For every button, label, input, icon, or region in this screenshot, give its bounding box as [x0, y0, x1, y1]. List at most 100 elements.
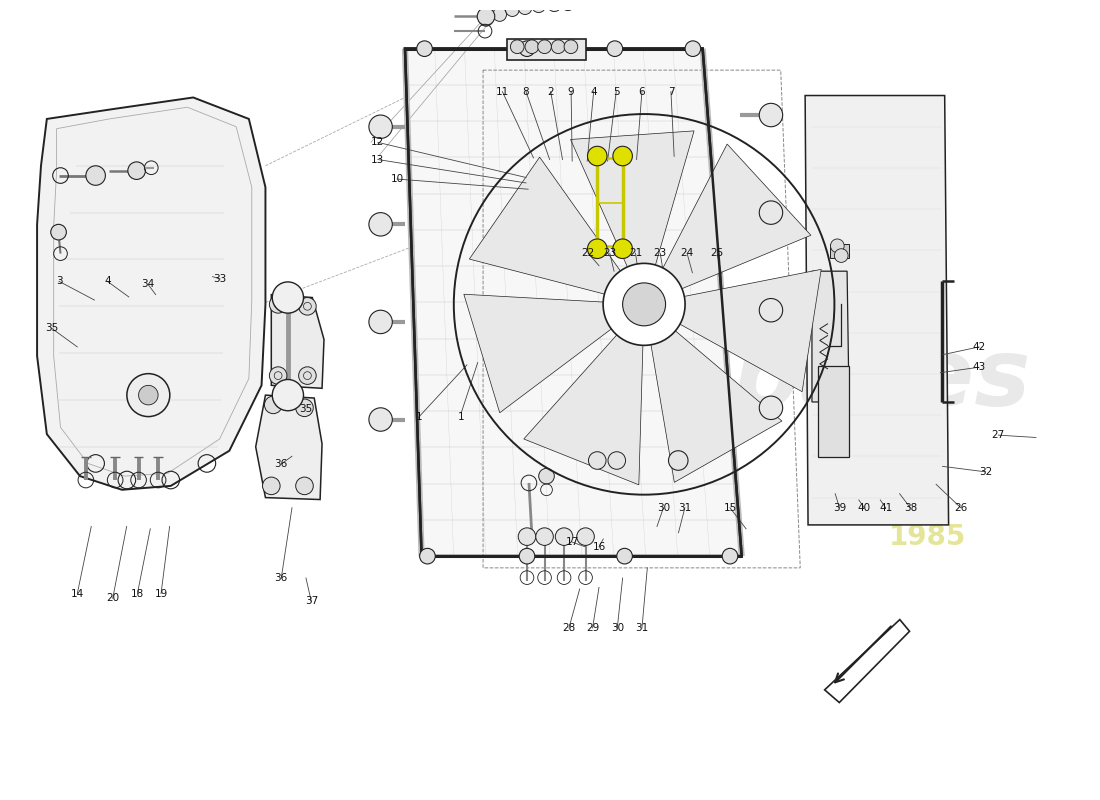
Text: 9: 9: [568, 86, 574, 97]
Circle shape: [368, 213, 393, 236]
Text: 7: 7: [668, 86, 674, 97]
Circle shape: [561, 0, 575, 10]
Circle shape: [587, 146, 607, 166]
Text: 34: 34: [142, 279, 155, 290]
Text: 31: 31: [679, 502, 692, 513]
Circle shape: [525, 40, 539, 54]
Polygon shape: [405, 49, 741, 556]
Circle shape: [480, 13, 493, 26]
Text: 24: 24: [681, 248, 694, 258]
Text: 6: 6: [639, 86, 646, 97]
Circle shape: [139, 386, 158, 405]
Text: 43: 43: [972, 362, 986, 372]
Circle shape: [607, 41, 623, 57]
Text: 38: 38: [904, 502, 917, 513]
Circle shape: [264, 396, 282, 414]
Polygon shape: [676, 270, 822, 392]
Polygon shape: [272, 294, 324, 388]
Polygon shape: [470, 157, 623, 295]
Text: 22: 22: [582, 248, 595, 258]
Polygon shape: [464, 294, 615, 413]
Text: 16: 16: [593, 542, 606, 552]
Circle shape: [419, 548, 436, 564]
Text: 37: 37: [305, 597, 318, 606]
Polygon shape: [812, 271, 849, 402]
Text: 31: 31: [636, 623, 649, 633]
Text: 1: 1: [416, 412, 422, 422]
Circle shape: [518, 528, 536, 546]
Text: 36: 36: [275, 459, 288, 469]
Circle shape: [759, 103, 783, 126]
Circle shape: [556, 528, 573, 546]
Circle shape: [723, 548, 738, 564]
Circle shape: [759, 396, 783, 419]
Circle shape: [519, 41, 535, 57]
Circle shape: [603, 263, 685, 346]
Text: 21: 21: [629, 248, 642, 258]
Text: a passion for parts: a passion for parts: [515, 486, 735, 510]
Text: 1985: 1985: [889, 522, 966, 550]
Circle shape: [539, 468, 554, 484]
Text: 20: 20: [107, 594, 119, 603]
Circle shape: [538, 40, 551, 54]
Text: 18: 18: [131, 589, 144, 598]
Polygon shape: [817, 366, 849, 457]
Text: 30: 30: [657, 502, 670, 513]
Circle shape: [576, 528, 594, 546]
Circle shape: [608, 452, 626, 470]
Circle shape: [417, 41, 432, 57]
Text: 8: 8: [522, 86, 529, 97]
Text: 1: 1: [459, 412, 465, 422]
Circle shape: [548, 0, 561, 11]
Text: 23: 23: [603, 248, 616, 258]
Circle shape: [368, 115, 393, 138]
Circle shape: [368, 408, 393, 431]
Circle shape: [536, 528, 553, 546]
Polygon shape: [524, 332, 644, 485]
Text: 27: 27: [992, 430, 1005, 440]
Text: 29: 29: [586, 623, 600, 633]
Polygon shape: [650, 328, 782, 482]
Text: 17: 17: [565, 537, 579, 547]
Circle shape: [296, 399, 314, 417]
Circle shape: [613, 239, 632, 258]
Polygon shape: [829, 244, 849, 258]
Text: 42: 42: [972, 342, 986, 352]
Text: 2: 2: [548, 86, 554, 97]
Circle shape: [576, 0, 591, 6]
Text: 41: 41: [879, 502, 892, 513]
Polygon shape: [37, 98, 265, 490]
Circle shape: [126, 374, 169, 417]
Text: 14: 14: [70, 589, 84, 598]
Polygon shape: [661, 144, 811, 290]
Circle shape: [506, 3, 519, 17]
Circle shape: [835, 249, 848, 262]
Circle shape: [564, 40, 578, 54]
Circle shape: [669, 450, 688, 470]
Text: 30: 30: [610, 623, 624, 633]
Circle shape: [298, 298, 316, 315]
Text: 4: 4: [591, 86, 597, 97]
Text: 4: 4: [104, 276, 111, 286]
Text: 10: 10: [390, 174, 404, 184]
Text: 12: 12: [371, 138, 385, 147]
Text: 33: 33: [213, 274, 227, 284]
Text: eurospares: eurospares: [433, 334, 1031, 426]
Circle shape: [518, 1, 532, 14]
Text: 11: 11: [496, 86, 509, 97]
Text: 5: 5: [613, 86, 619, 97]
Text: 32: 32: [979, 467, 992, 477]
Text: 3: 3: [56, 276, 63, 286]
Circle shape: [532, 0, 546, 13]
Text: 40: 40: [858, 502, 871, 513]
Text: 13: 13: [371, 154, 385, 165]
Circle shape: [587, 239, 607, 258]
Circle shape: [296, 477, 314, 494]
Circle shape: [128, 162, 145, 179]
Circle shape: [273, 379, 304, 410]
Text: 15: 15: [724, 502, 737, 513]
Text: 35: 35: [45, 323, 58, 333]
Circle shape: [273, 282, 304, 313]
Text: 35: 35: [299, 404, 312, 414]
Circle shape: [617, 548, 632, 564]
